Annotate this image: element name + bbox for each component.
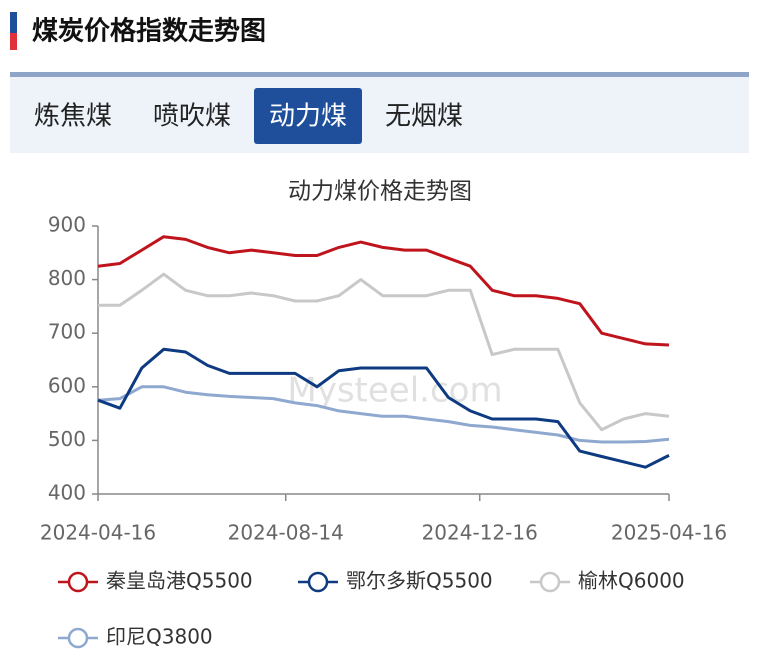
tab-active-bg[interactable]: [254, 88, 362, 144]
header-mark: [10, 12, 17, 50]
y-tick-label: 400: [48, 481, 86, 505]
legend-label[interactable]: 印尼Q3800: [106, 625, 213, 649]
tab[interactable]: 喷吹煤: [153, 102, 231, 132]
chart-title: 动力煤价格走势图: [288, 179, 472, 205]
legend-marker[interactable]: [67, 627, 89, 649]
plot: 400 500 600 700 800 900 2024-04-16 2024-08-14 20…: [40, 213, 727, 649]
y-tick-label: 900: [48, 213, 86, 237]
x-tick-label: 2024-12-16: [422, 521, 538, 545]
tab[interactable]: 炼焦煤: [34, 102, 112, 132]
legend-marker[interactable]: [67, 571, 89, 593]
y-tick-label: 600: [48, 373, 86, 397]
tab[interactable]: 动力煤: [269, 102, 347, 132]
tab[interactable]: 无烟煤: [385, 102, 463, 132]
legend-marker[interactable]: [539, 571, 561, 593]
y-tick-label: 800: [48, 266, 86, 290]
watermark: Mysteel.com: [287, 371, 502, 411]
x-tick-label: 2024-04-16: [40, 521, 156, 545]
tab-bar: [10, 77, 749, 153]
legend-label[interactable]: 秦皇岛港Q5500: [106, 569, 253, 593]
header-title: 煤炭价格指数走势图: [32, 16, 266, 47]
legend-label[interactable]: 榆林Q6000: [578, 569, 685, 593]
x-tick-label: 2024-08-14: [228, 521, 344, 545]
series-line: [97, 385, 670, 444]
header-rule: [10, 72, 749, 77]
tabs: 炼焦煤 喷吹煤 动力煤 无烟煤: [34, 88, 463, 144]
series-line: [97, 235, 670, 347]
series-line: [98, 272, 670, 432]
x-tick-label: 2025-04-16: [611, 521, 727, 545]
series-line: [97, 347, 670, 469]
legend-marker[interactable]: [307, 571, 329, 593]
y-tick-label: 700: [48, 320, 86, 344]
y-tick-label: 500: [48, 427, 86, 451]
legend-label[interactable]: 鄂尔多斯Q5500: [346, 569, 493, 593]
